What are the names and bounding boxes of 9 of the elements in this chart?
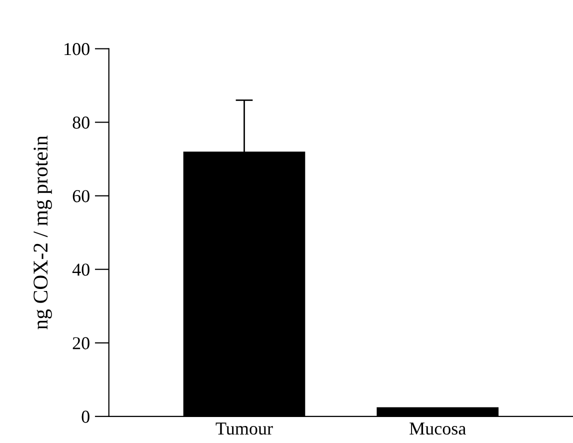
y-tick-label: 20 — [72, 337, 90, 350]
y-tick-label: 80 — [72, 116, 90, 129]
y-tick-label: 0 — [82, 410, 90, 423]
y-axis-title: ng COX-2 / mg protein — [34, 136, 52, 330]
x-tick-label: Tumour — [216, 422, 273, 435]
y-tick-label: 40 — [72, 264, 90, 276]
y-tick-label: 60 — [72, 190, 90, 202]
y-tick-label: 100 — [64, 42, 90, 56]
x-tick-label: Mucosa — [410, 422, 466, 435]
